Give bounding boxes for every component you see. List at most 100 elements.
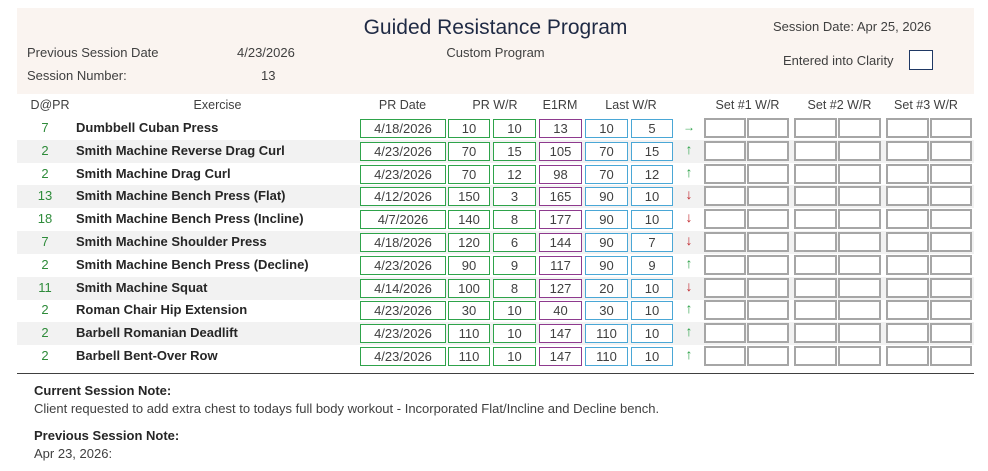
pr-reps-cell[interactable]: 8 [493, 210, 536, 230]
set2-weight-input[interactable] [794, 323, 837, 344]
set1-reps-input[interactable] [747, 254, 789, 275]
e1rm-cell[interactable]: 105 [539, 141, 582, 161]
last-reps-cell[interactable]: 10 [631, 324, 673, 344]
e1rm-cell[interactable]: 165 [539, 187, 582, 207]
set1-weight-input[interactable] [704, 232, 746, 252]
pr-weight-cell[interactable]: 140 [448, 210, 490, 230]
pr-reps-cell[interactable]: 9 [493, 255, 536, 275]
set2-reps-input[interactable] [838, 254, 881, 275]
set3-reps-input[interactable] [930, 277, 972, 298]
pr-date-cell[interactable]: 4/23/2026 [360, 347, 446, 366]
set1-weight-input[interactable] [704, 163, 746, 184]
set3-weight-input[interactable] [886, 277, 929, 298]
set2-reps-input[interactable] [838, 300, 881, 321]
set2-weight-input[interactable] [794, 254, 837, 275]
set2-weight-input[interactable] [794, 140, 837, 161]
last-reps-cell[interactable]: 10 [631, 347, 673, 366]
last-weight-cell[interactable]: 90 [585, 210, 628, 230]
last-weight-cell[interactable]: 70 [585, 141, 628, 161]
pr-weight-cell[interactable]: 150 [448, 187, 490, 207]
set1-reps-input[interactable] [747, 118, 789, 138]
set3-reps-input[interactable] [930, 323, 972, 344]
set3-reps-input[interactable] [930, 140, 972, 161]
set3-weight-input[interactable] [886, 186, 929, 207]
pr-weight-cell[interactable]: 30 [448, 301, 490, 321]
set2-weight-input[interactable] [794, 346, 837, 366]
set1-reps-input[interactable] [747, 323, 789, 344]
set3-reps-input[interactable] [930, 163, 972, 184]
set1-reps-input[interactable] [747, 232, 789, 252]
last-weight-cell[interactable]: 20 [585, 278, 628, 298]
last-reps-cell[interactable]: 10 [631, 278, 673, 298]
set3-weight-input[interactable] [886, 163, 929, 184]
e1rm-cell[interactable]: 127 [539, 278, 582, 298]
pr-date-cell[interactable]: 4/18/2026 [360, 119, 446, 138]
last-weight-cell[interactable]: 30 [585, 301, 628, 321]
set1-reps-input[interactable] [747, 209, 789, 230]
set2-reps-input[interactable] [838, 163, 881, 184]
set2-reps-input[interactable] [838, 118, 881, 138]
last-reps-cell[interactable]: 7 [631, 233, 673, 252]
set3-weight-input[interactable] [886, 323, 929, 344]
pr-date-cell[interactable]: 4/23/2026 [360, 164, 446, 184]
set3-reps-input[interactable] [930, 186, 972, 207]
last-reps-cell[interactable]: 9 [631, 255, 673, 275]
set1-reps-input[interactable] [747, 346, 789, 366]
pr-reps-cell[interactable]: 6 [493, 233, 536, 252]
last-weight-cell[interactable]: 90 [585, 187, 628, 207]
pr-weight-cell[interactable]: 70 [448, 164, 490, 184]
pr-weight-cell[interactable]: 90 [448, 255, 490, 275]
last-weight-cell[interactable]: 110 [585, 324, 628, 344]
pr-date-cell[interactable]: 4/7/2026 [360, 210, 446, 230]
pr-weight-cell[interactable]: 10 [448, 119, 490, 138]
e1rm-cell[interactable]: 98 [539, 164, 582, 184]
e1rm-cell[interactable]: 177 [539, 210, 582, 230]
set3-weight-input[interactable] [886, 346, 929, 366]
e1rm-cell[interactable]: 147 [539, 347, 582, 366]
set1-weight-input[interactable] [704, 186, 746, 207]
pr-date-cell[interactable]: 4/12/2026 [360, 187, 446, 207]
pr-date-cell[interactable]: 4/14/2026 [360, 278, 446, 298]
pr-reps-cell[interactable]: 12 [493, 164, 536, 184]
set2-weight-input[interactable] [794, 186, 837, 207]
set2-weight-input[interactable] [794, 277, 837, 298]
set1-weight-input[interactable] [704, 300, 746, 321]
e1rm-cell[interactable]: 40 [539, 301, 582, 321]
set2-reps-input[interactable] [838, 209, 881, 230]
set3-reps-input[interactable] [930, 232, 972, 252]
e1rm-cell[interactable]: 13 [539, 119, 582, 138]
set1-reps-input[interactable] [747, 140, 789, 161]
e1rm-cell[interactable]: 117 [539, 255, 582, 275]
pr-date-cell[interactable]: 4/23/2026 [360, 255, 446, 275]
set1-weight-input[interactable] [704, 118, 746, 138]
e1rm-cell[interactable]: 144 [539, 233, 582, 252]
set2-reps-input[interactable] [838, 346, 881, 366]
pr-reps-cell[interactable]: 10 [493, 324, 536, 344]
set3-reps-input[interactable] [930, 118, 972, 138]
set3-weight-input[interactable] [886, 232, 929, 252]
set2-reps-input[interactable] [838, 186, 881, 207]
pr-date-cell[interactable]: 4/23/2026 [360, 324, 446, 344]
pr-reps-cell[interactable]: 15 [493, 141, 536, 161]
last-weight-cell[interactable]: 70 [585, 164, 628, 184]
set3-reps-input[interactable] [930, 300, 972, 321]
current-session-note-text[interactable]: Client requested to add extra chest to t… [34, 401, 660, 416]
set2-reps-input[interactable] [838, 140, 881, 161]
set1-weight-input[interactable] [704, 346, 746, 366]
set3-weight-input[interactable] [886, 140, 929, 161]
set1-reps-input[interactable] [747, 163, 789, 184]
pr-reps-cell[interactable]: 10 [493, 347, 536, 366]
set2-reps-input[interactable] [838, 277, 881, 298]
set2-reps-input[interactable] [838, 323, 881, 344]
set1-weight-input[interactable] [704, 254, 746, 275]
pr-weight-cell[interactable]: 110 [448, 324, 490, 344]
set3-reps-input[interactable] [930, 254, 972, 275]
last-weight-cell[interactable]: 90 [585, 233, 628, 252]
set1-reps-input[interactable] [747, 186, 789, 207]
set3-weight-input[interactable] [886, 254, 929, 275]
last-reps-cell[interactable]: 12 [631, 164, 673, 184]
set3-reps-input[interactable] [930, 346, 972, 366]
set3-weight-input[interactable] [886, 209, 929, 230]
pr-reps-cell[interactable]: 8 [493, 278, 536, 298]
last-reps-cell[interactable]: 10 [631, 301, 673, 321]
